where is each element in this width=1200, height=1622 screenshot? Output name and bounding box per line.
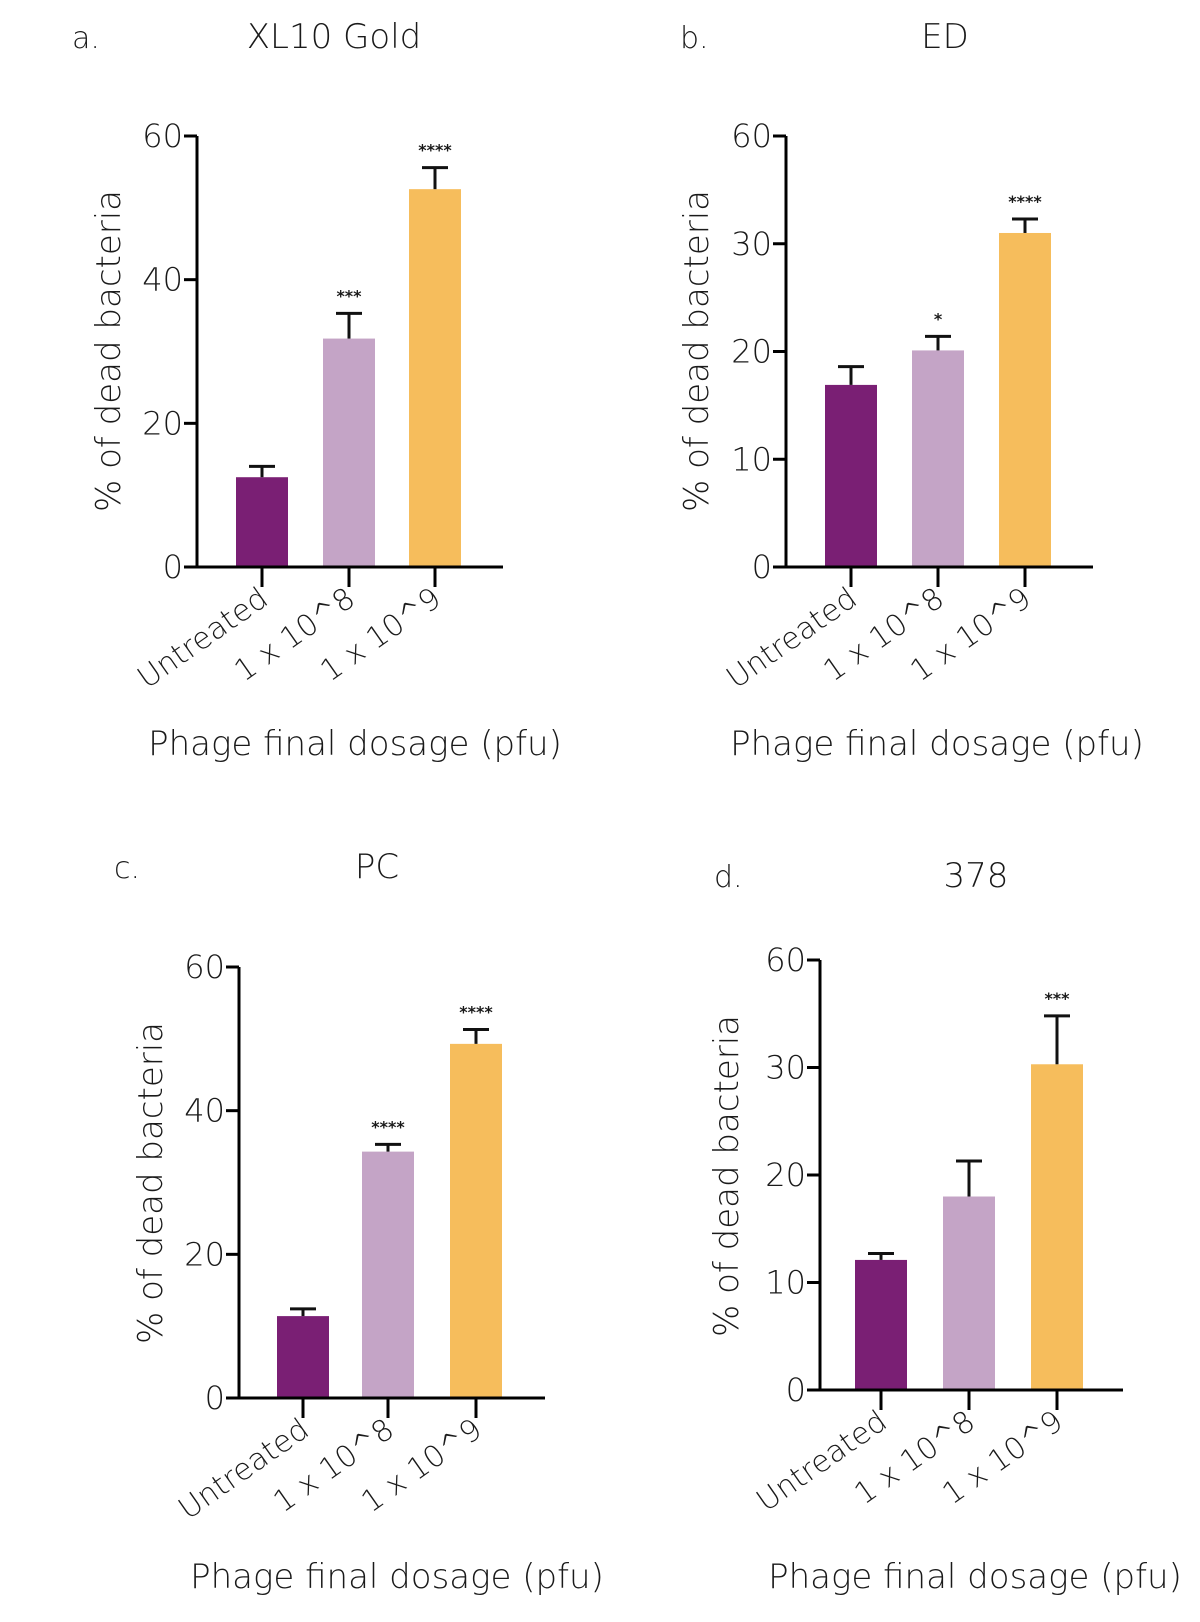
y-tick-label: 20 — [142, 404, 183, 442]
bar-untreated — [277, 1316, 329, 1397]
significance-label: **** — [459, 1002, 493, 1021]
y-tick-label: 20 — [184, 1235, 225, 1273]
x-axis-title: Phage final dosage (pfu) — [730, 724, 1144, 764]
x-axis-title: Phage final dosage (pfu) — [148, 724, 562, 764]
y-tick-label: 0 — [163, 548, 183, 586]
chart-title: 378 — [944, 856, 1009, 896]
bar-untreated — [825, 384, 877, 566]
bar-dose-1e9 — [999, 232, 1051, 566]
bar-dose-1e9 — [409, 189, 461, 566]
y-tick-label: 20 — [731, 333, 772, 371]
significance-label: * — [934, 309, 943, 328]
y-tick-label: 60 — [184, 948, 225, 986]
bar-dose-1e8 — [912, 350, 964, 566]
y-tick-label: 20 — [765, 1156, 806, 1194]
chart-title: PC — [355, 847, 399, 887]
panel-letter: c. — [114, 851, 140, 886]
bar-dose-1e8 — [323, 338, 375, 566]
bar-dose-1e9 — [450, 1043, 502, 1397]
chart-title: XL10 Gold — [247, 17, 421, 57]
y-tick-label: 0 — [786, 1371, 806, 1409]
y-tick-label: 40 — [142, 261, 183, 299]
significance-label: *** — [336, 286, 362, 305]
y-tick-label: 30 — [731, 225, 772, 263]
bar-untreated — [855, 1259, 907, 1389]
panel-letter: a. — [72, 21, 100, 56]
significance-label: *** — [1044, 989, 1070, 1008]
y-tick-label: 40 — [184, 1092, 225, 1130]
y-axis-title: % of dead bacteria — [707, 1015, 747, 1337]
x-axis-title: Phage final dosage (pfu) — [190, 1557, 604, 1597]
x-axis-title: Phage final dosage (pfu) — [768, 1557, 1182, 1597]
significance-label: **** — [1008, 192, 1042, 211]
significance-label: **** — [371, 1117, 405, 1136]
y-tick-label: 10 — [731, 440, 772, 478]
panel-letter: d. — [714, 860, 743, 895]
y-tick-label: 30 — [765, 1049, 806, 1087]
significance-label: **** — [418, 141, 452, 160]
y-tick-label: 10 — [765, 1264, 806, 1302]
y-axis-title: % of dead bacteria — [131, 1022, 171, 1344]
bar-dose-1e8 — [943, 1196, 995, 1389]
y-tick-label: 60 — [142, 117, 183, 155]
y-tick-label: 60 — [765, 941, 806, 979]
y-axis-title: % of dead bacteria — [89, 190, 129, 512]
panel-letter: b. — [680, 21, 709, 56]
y-tick-label: 0 — [205, 1379, 225, 1417]
y-tick-label: 60 — [731, 117, 772, 155]
bar-dose-1e8 — [362, 1151, 414, 1397]
y-tick-label: 0 — [752, 548, 772, 586]
chart-title: ED — [921, 17, 969, 57]
bar-untreated — [236, 477, 288, 566]
y-axis-title: % of dead bacteria — [677, 190, 717, 512]
bar-dose-1e9 — [1031, 1064, 1083, 1389]
